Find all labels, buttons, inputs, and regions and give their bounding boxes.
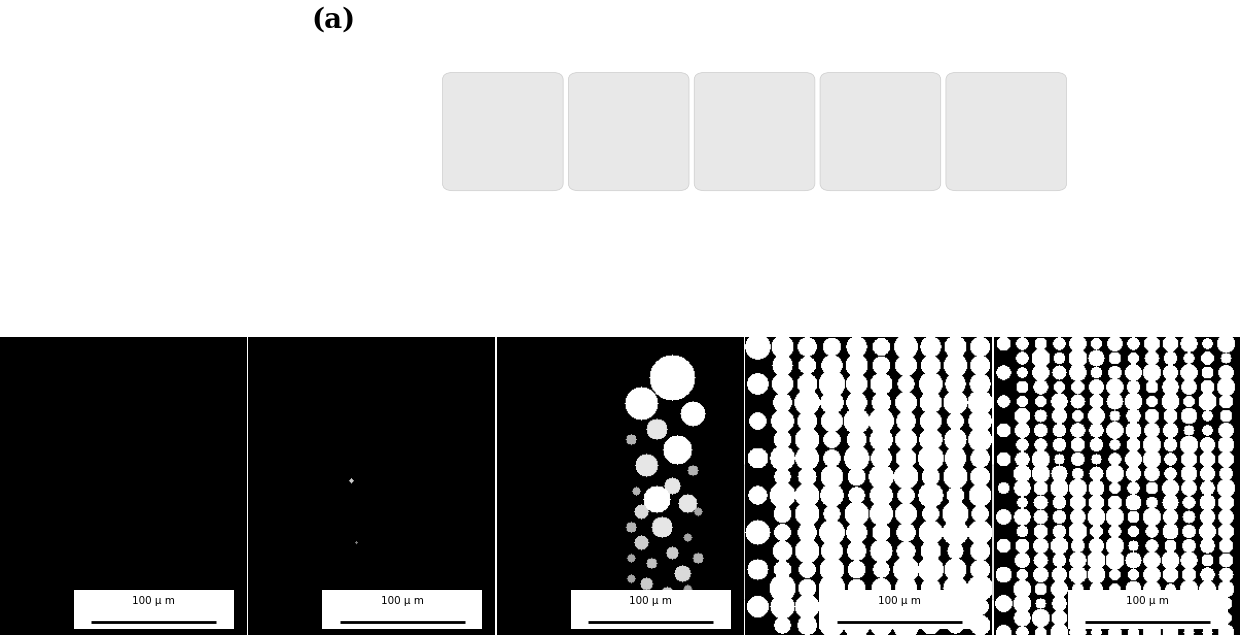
FancyBboxPatch shape — [443, 72, 563, 190]
Text: 100 μ m: 100 μ m — [381, 596, 424, 606]
FancyBboxPatch shape — [74, 591, 233, 629]
FancyBboxPatch shape — [820, 72, 941, 190]
FancyBboxPatch shape — [946, 72, 1066, 190]
Text: 100 μ m: 100 μ m — [630, 596, 672, 606]
FancyBboxPatch shape — [763, 465, 903, 599]
Text: 100 μ m: 100 μ m — [1126, 596, 1169, 606]
FancyBboxPatch shape — [641, 465, 781, 599]
Text: (a): (a) — [311, 6, 356, 34]
FancyBboxPatch shape — [568, 72, 689, 190]
Text: 100 μ m: 100 μ m — [133, 596, 175, 606]
FancyBboxPatch shape — [884, 465, 1024, 599]
FancyBboxPatch shape — [820, 591, 980, 629]
FancyBboxPatch shape — [322, 591, 482, 629]
FancyBboxPatch shape — [694, 72, 815, 190]
Text: 100 μ m: 100 μ m — [878, 596, 920, 606]
FancyBboxPatch shape — [570, 591, 730, 629]
FancyBboxPatch shape — [1068, 591, 1228, 629]
